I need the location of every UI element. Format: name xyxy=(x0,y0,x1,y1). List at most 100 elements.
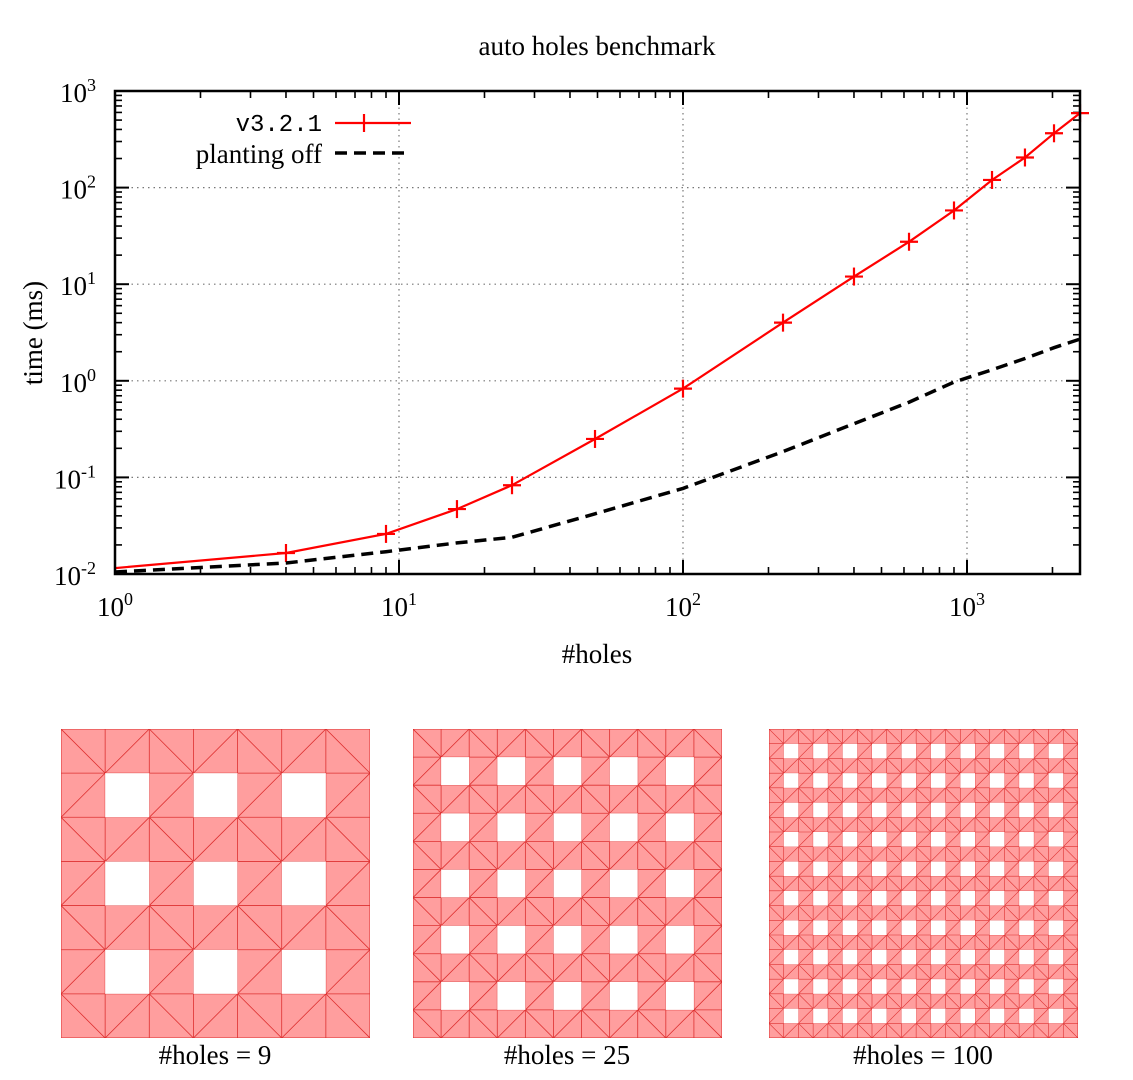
series-lines xyxy=(114,104,1089,574)
y-tick-label: 103 xyxy=(60,75,96,108)
mesh-hole xyxy=(872,773,887,788)
mesh-hole xyxy=(553,925,582,954)
mesh-hole xyxy=(842,743,858,759)
data-point-marker xyxy=(900,232,919,251)
mesh-hole xyxy=(901,743,917,759)
x-tick-labels: 100 101 102 103 xyxy=(97,589,985,622)
y-tick-label: 102 xyxy=(60,172,96,205)
mesh-hole xyxy=(901,1008,917,1024)
mesh-hole xyxy=(960,979,975,994)
mesh-hole xyxy=(813,832,828,847)
mesh-hole xyxy=(609,925,638,954)
data-point-marker xyxy=(774,313,793,332)
mesh-hole xyxy=(989,802,1005,818)
mesh-hole xyxy=(930,861,946,877)
mesh-hole xyxy=(872,920,887,935)
mesh-hole xyxy=(901,832,917,847)
mesh-hole xyxy=(1019,1008,1034,1024)
mesh-hole xyxy=(960,890,975,906)
data-point-marker xyxy=(586,429,605,448)
mesh-hole xyxy=(901,861,917,877)
mesh-hole xyxy=(872,890,887,906)
data-point-marker xyxy=(276,543,295,562)
mesh-hole xyxy=(989,861,1005,877)
mesh-hole xyxy=(813,743,828,759)
mesh-hole xyxy=(1048,773,1064,788)
mesh-hole xyxy=(665,757,694,786)
mesh-hole xyxy=(665,925,694,954)
mesh-hole xyxy=(441,813,470,842)
mesh-hole xyxy=(783,949,799,965)
mesh-hole xyxy=(1048,861,1064,877)
mesh-hole xyxy=(813,890,828,906)
mesh-hole xyxy=(783,802,799,818)
legend-label-planting-off: planting off xyxy=(196,139,322,169)
y-tick-label: 101 xyxy=(60,268,96,301)
x-tick-label: 100 xyxy=(97,589,133,622)
mesh-hole xyxy=(441,981,470,1010)
legend: v3.2.1 planting off xyxy=(196,112,411,169)
mesh-hole xyxy=(1019,920,1034,935)
mesh-hole xyxy=(281,861,326,906)
mesh-hole xyxy=(960,802,975,818)
x-tick-label: 101 xyxy=(381,589,417,622)
mesh-hole xyxy=(960,1008,975,1024)
mesh-hole xyxy=(1019,890,1034,906)
mesh-hole xyxy=(989,920,1005,935)
mesh-hole xyxy=(930,920,946,935)
mesh-hole xyxy=(553,869,582,898)
mesh-hole xyxy=(553,757,582,786)
mesh-hole xyxy=(813,802,828,818)
mesh-hole xyxy=(553,813,582,842)
mesh-hole xyxy=(497,757,526,786)
mesh-hole xyxy=(842,802,858,818)
mesh-hole xyxy=(960,920,975,935)
mesh-hole xyxy=(842,979,858,994)
mesh-hole xyxy=(497,981,526,1010)
y-tick-label: 100 xyxy=(60,365,96,398)
mesh-hole xyxy=(813,949,828,965)
mesh-hole xyxy=(783,743,799,759)
mesh-hole xyxy=(105,773,150,818)
mesh-hole xyxy=(960,832,975,847)
chart-title: auto holes benchmark xyxy=(479,31,716,61)
mesh-hole xyxy=(281,773,326,818)
mesh-hole xyxy=(1048,832,1064,847)
mesh-hole xyxy=(872,1008,887,1024)
mesh-hole xyxy=(813,1008,828,1024)
mesh-hole xyxy=(783,979,799,994)
mesh-holes xyxy=(783,743,1064,1024)
mesh-hole xyxy=(930,773,946,788)
mesh-hole xyxy=(497,925,526,954)
mesh-hole xyxy=(872,743,887,759)
mesh-hole xyxy=(930,949,946,965)
mesh-hole xyxy=(783,1008,799,1024)
mesh-hole xyxy=(960,861,975,877)
mesh-hole xyxy=(609,869,638,898)
data-point-marker xyxy=(983,170,1002,189)
mesh-hole xyxy=(842,861,858,877)
mesh-hole xyxy=(441,925,470,954)
mesh-hole xyxy=(989,1008,1005,1024)
mesh-hole xyxy=(901,979,917,994)
mesh-hole xyxy=(665,981,694,1010)
mesh-hole xyxy=(842,1008,858,1024)
mesh-hole xyxy=(105,949,150,994)
mesh-hole xyxy=(872,979,887,994)
mesh-hole xyxy=(783,832,799,847)
mesh-holes xyxy=(105,773,326,994)
mesh-hole xyxy=(989,949,1005,965)
mesh-hole xyxy=(281,949,326,994)
mesh-hole xyxy=(901,890,917,906)
mesh-hole xyxy=(1019,802,1034,818)
mesh-hole xyxy=(1019,949,1034,965)
mesh-hole xyxy=(783,773,799,788)
mesh-hole xyxy=(105,861,150,906)
series-line-0 xyxy=(114,112,1081,570)
mesh-hole xyxy=(989,832,1005,847)
mesh-hole xyxy=(441,757,470,786)
mesh-hole xyxy=(1048,1008,1064,1024)
mesh-hole xyxy=(989,979,1005,994)
mesh-hole xyxy=(960,773,975,788)
x-axis-label: #holes xyxy=(562,639,633,669)
